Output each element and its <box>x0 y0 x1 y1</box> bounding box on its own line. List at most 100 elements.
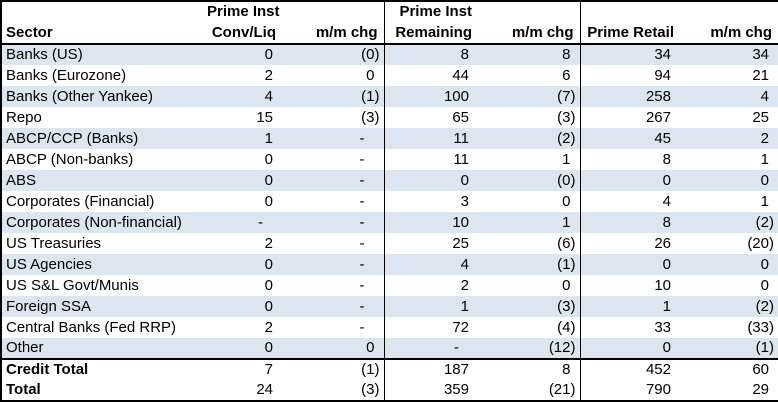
sector-cell: ABCP (Non-banks) <box>6 150 134 168</box>
value-cell: 100 <box>443 87 469 105</box>
value-cell: 11 <box>453 129 469 147</box>
header-remaining: Remaining <box>384 22 478 45</box>
sector-cell: ABS <box>6 171 37 189</box>
sector-cell: Central Banks (Fed RRP) <box>6 318 177 336</box>
value-cell: 7 <box>207 358 282 380</box>
value-cell: 1 <box>478 212 581 233</box>
value-cell: (1) <box>755 339 774 356</box>
header-mm-chg-2: m/m chg <box>478 22 581 45</box>
value-cell: 8 <box>478 44 581 65</box>
table-row: Banks (US) 0 (0) 8 8 34 34 <box>1 44 778 65</box>
header-sector-spacer <box>1 1 207 22</box>
value-cell: 8 <box>460 46 469 63</box>
table-row: ABS 0-0 (0) 0 0 <box>1 170 778 191</box>
value-cell: 0 <box>760 276 769 294</box>
value-cell: 72 <box>452 318 469 336</box>
value-cell: 0 <box>264 276 273 294</box>
value-cell: 44 <box>452 66 469 84</box>
value-cell: 10 <box>654 276 671 294</box>
sector-cell: Other <box>6 339 44 356</box>
value-cell: 790 <box>645 381 671 398</box>
sector-cell: ABCP/CCP (Banks) <box>6 129 139 147</box>
value-cell: 21 <box>752 66 769 84</box>
header-mm-chg-3: m/m chg <box>680 22 778 45</box>
sector-cell: Corporates (Non-financial) <box>6 213 182 231</box>
value-cell: (2) <box>755 213 774 231</box>
value-cell: (20) <box>747 234 774 252</box>
value-cell: 60 <box>680 358 778 380</box>
header-prime-inst-2: Prime Inst <box>399 3 472 20</box>
value-cell: 2 <box>760 129 769 147</box>
value-cell: 267 <box>645 108 671 126</box>
value-cell: - <box>282 275 385 296</box>
value-cell: 359 <box>443 381 469 398</box>
value-cell: 34 <box>654 46 671 63</box>
value-cell: (0) <box>478 170 581 191</box>
value-cell: 0 <box>478 275 581 296</box>
value-cell: (1) <box>282 358 385 380</box>
value-cell: 4 <box>460 255 469 273</box>
value-cell: - <box>282 296 385 317</box>
value-cell: 25 <box>452 234 469 252</box>
value-cell: - <box>454 339 459 356</box>
table-row: Central Banks (Fed RRP) 2- 72 (4) 33 (33) <box>1 317 778 338</box>
value-cell: (3) <box>478 296 581 317</box>
value-cell: 25 <box>752 108 769 126</box>
value-cell: 1 <box>662 297 671 315</box>
value-cell: 0 <box>264 171 273 189</box>
value-cell: - <box>282 170 385 191</box>
value-cell: 0 <box>264 192 273 210</box>
value-cell: 10 <box>452 213 469 231</box>
value-cell: 1 <box>478 149 581 170</box>
value-cell: 94 <box>654 66 671 84</box>
value-cell: 2 <box>264 318 273 336</box>
sector-cell: Banks (Eurozone) <box>6 66 127 84</box>
value-cell: (6) <box>478 233 581 254</box>
table-row: US Agencies 0-4 (1) 0 0 <box>1 254 778 275</box>
value-cell: (1) <box>282 86 385 107</box>
value-cell: 6 <box>478 65 581 86</box>
value-cell: 65 <box>452 108 469 126</box>
table-row: Banks (Other Yankee) 4 (1) 100 (7) 258 4 <box>1 86 778 107</box>
value-cell: 4 <box>264 87 273 105</box>
value-cell: (21) <box>478 380 581 401</box>
value-cell: 24 <box>256 381 273 398</box>
sector-cell: Banks (US) <box>6 46 83 63</box>
value-cell: 0 <box>760 171 769 189</box>
table-row: Corporates (Financial) 0-3 0 4 1 <box>1 191 778 212</box>
value-cell: - <box>282 191 385 212</box>
table-body: Banks (US) 0 (0) 8 8 34 34 Banks (Eurozone) 2 0 44… <box>1 44 778 401</box>
value-cell: 0 <box>282 65 385 86</box>
value-cell: 3 <box>460 192 469 210</box>
value-cell: (4) <box>478 317 581 338</box>
value-cell: - <box>282 149 385 170</box>
value-cell: 0 <box>264 46 273 63</box>
value-cell: 8 <box>662 150 671 168</box>
value-cell: 0 <box>760 255 769 273</box>
sector-cell: US Agencies <box>6 255 92 273</box>
value-cell: 0 <box>282 338 385 359</box>
value-cell: 0 <box>264 339 273 356</box>
value-cell: 8 <box>662 213 671 231</box>
header-conv-liq: Conv/Liq <box>207 22 282 45</box>
sector-cell: Banks (Other Yankee) <box>6 87 154 105</box>
table-row: Banks (Eurozone) 2 0 44 6 94 21 <box>1 65 778 86</box>
value-cell: 1 <box>264 129 273 147</box>
value-cell: (3) <box>478 107 581 128</box>
value-cell: 26 <box>654 234 671 252</box>
value-cell: - <box>282 212 385 233</box>
value-cell: 0 <box>478 191 581 212</box>
value-cell: 11 <box>453 150 469 168</box>
sector-cell: Foreign SSA <box>6 297 92 315</box>
sector-cell: Repo <box>6 108 42 126</box>
table-header: Prime Inst Prime Inst Sector Conv/Liq m/… <box>1 1 778 45</box>
sector-cell: Total <box>6 381 41 398</box>
sector-cell: Corporates (Financial) <box>6 192 155 210</box>
sector-cell: Credit Total <box>1 358 207 380</box>
table-row: ABCP (Non-banks) 0-11 1 8 1 <box>1 149 778 170</box>
value-cell: 33 <box>654 318 671 336</box>
table-row: Corporates (Non-financial) - - 10 1 8 (2) <box>1 212 778 233</box>
value-cell: 0 <box>264 150 273 168</box>
value-cell: 2 <box>264 234 273 252</box>
